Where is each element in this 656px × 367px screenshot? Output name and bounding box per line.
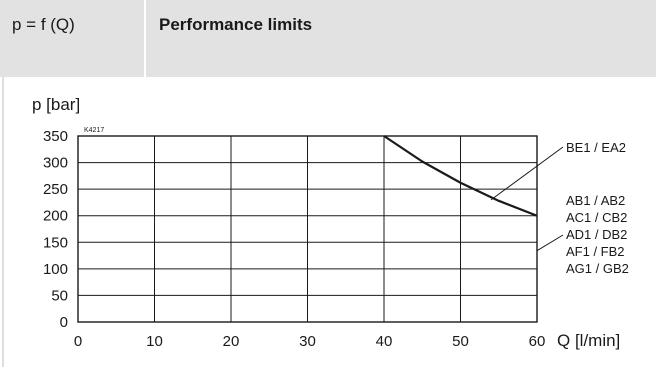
limit-curve: [383, 135, 538, 217]
curve-label: AF1 / FB2: [566, 244, 625, 259]
y-tick-label: 250: [43, 181, 68, 198]
x-tick-label: 0: [74, 333, 82, 350]
y-tick-label: 50: [51, 287, 68, 304]
header-bar: p = f (Q) Performance limits: [0, 0, 656, 77]
x-tick-label: 60: [529, 333, 546, 350]
curve-label: BE1 / EA2: [566, 140, 626, 155]
curve-label: AD1 / DB2: [566, 227, 627, 242]
x-tick-label: 10: [146, 333, 163, 350]
curve-label: AC1 / CB2: [566, 210, 627, 225]
y-tick-label: 100: [43, 261, 68, 278]
curve-label: AB1 / AB2: [566, 193, 625, 208]
y-tick-label: 150: [43, 234, 68, 251]
section-title: Performance limits: [159, 15, 313, 34]
x-axis-label: Q [l/min]: [557, 331, 620, 350]
y-tick-label: 200: [43, 208, 68, 225]
leader-line: [536, 234, 564, 252]
formula-label: p = f (Q): [12, 15, 75, 34]
x-tick-label: 30: [299, 333, 316, 350]
x-tick-label: 40: [376, 333, 393, 350]
x-tick-label: 50: [452, 333, 469, 350]
x-tick-label: 20: [223, 333, 240, 350]
y-tick-label: 0: [60, 314, 68, 331]
curve-label: AG1 / GB2: [566, 261, 629, 276]
header-divider: [144, 0, 146, 77]
y-tick-label: 300: [43, 155, 68, 172]
y-tick-label: 350: [43, 128, 68, 145]
y-axis-label: p [bar]: [32, 95, 80, 114]
leader-line: [490, 146, 564, 201]
left-rule: [2, 77, 4, 367]
figure-code: K4217: [84, 127, 104, 134]
